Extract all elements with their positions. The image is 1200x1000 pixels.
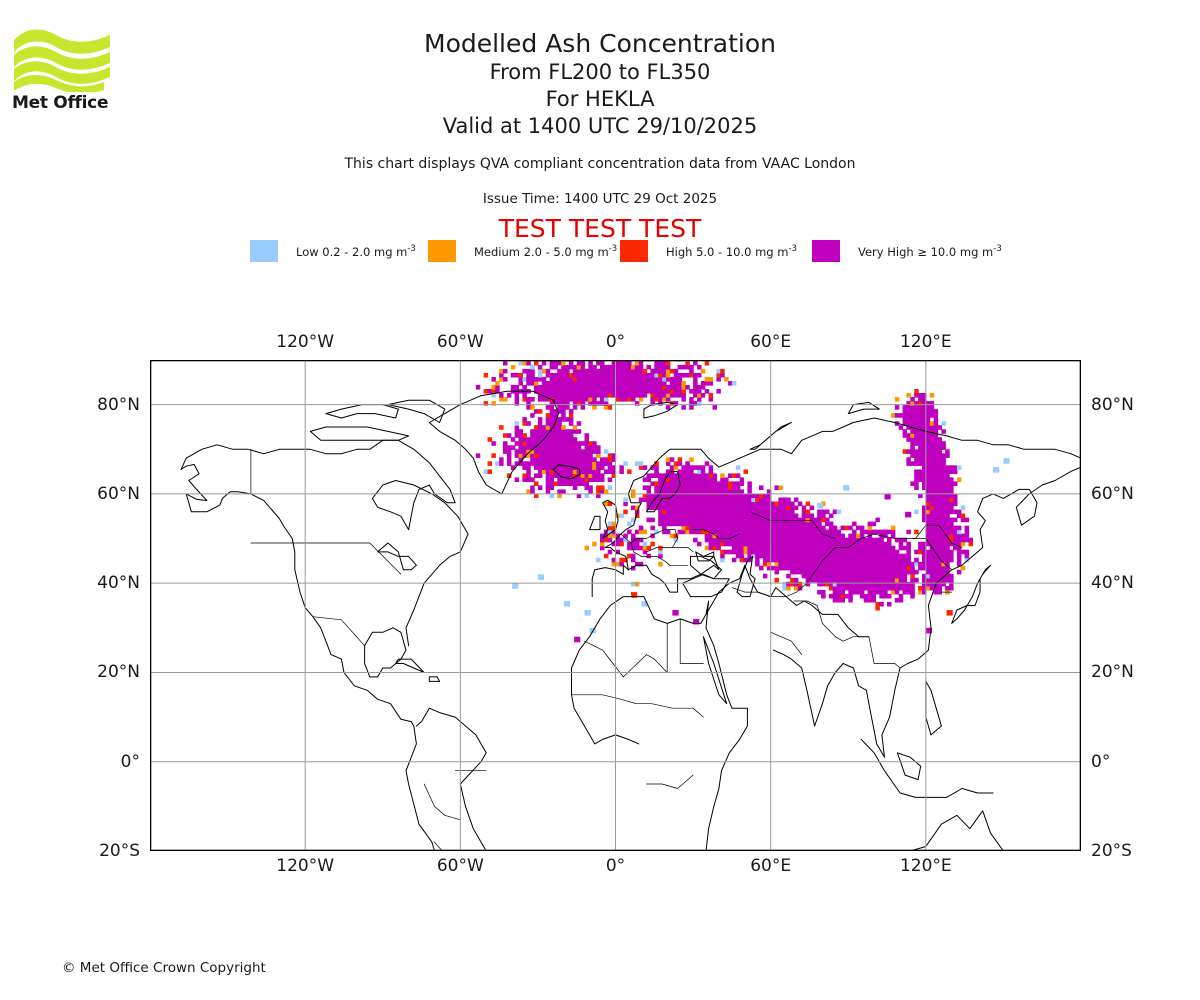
- axis-label-bottom-2: 0°: [605, 856, 626, 876]
- legend-swatch-high: [620, 240, 648, 262]
- legend-swatch-low: [250, 240, 278, 262]
- axis-label-top-2: 0°: [605, 332, 626, 352]
- page-title: Modelled Ash Concentration: [424, 29, 776, 58]
- map-canvas: [150, 360, 1081, 851]
- legend-swatch-medium: [428, 240, 456, 262]
- title-block: Modelled Ash Concentration From FL200 to…: [0, 28, 1200, 140]
- axis-label-left-5: 80°N: [97, 394, 140, 415]
- issue-time-text: Issue Time: 1400 UTC 29 Oct 2025: [482, 191, 718, 207]
- axis-label-bottom-4: 120°E: [899, 856, 952, 876]
- axis-label-bottom-1: 60°W: [436, 856, 484, 876]
- met-office-wave-icon: [14, 29, 110, 92]
- axis-label-bottom-0: 120°W: [276, 856, 335, 876]
- title-volcano: For HEKLA: [545, 87, 655, 111]
- title-flight-levels: From FL200 to FL350: [489, 60, 711, 84]
- axis-label-top-3: 60°E: [750, 332, 792, 352]
- axis-label-right-5: 80°N: [1091, 394, 1134, 415]
- met-office-wordmark: Met Office: [12, 93, 109, 113]
- legend-item-medium: Medium 2.0 - 5.0 mg m-3: [428, 240, 617, 262]
- axis-label-right-4: 60°N: [1091, 483, 1134, 504]
- axis-label-left-2: 20°N: [97, 662, 140, 683]
- title-valid-time: Valid at 1400 UTC 29/10/2025: [442, 114, 758, 138]
- test-banner: TEST TEST TEST: [498, 214, 702, 243]
- axis-label-left-3: 40°N: [97, 573, 140, 594]
- legend-label-very-high: Very High ≥ 10.0 mg m-3: [858, 243, 1002, 259]
- copyright-text: © Met Office Crown Copyright: [62, 960, 266, 976]
- legend-item-low: Low 0.2 - 2.0 mg m-3: [250, 240, 416, 262]
- legend-label-high: High 5.0 - 10.0 mg m-3: [666, 243, 797, 259]
- axis-label-left-0: 20°S: [99, 841, 140, 861]
- axis-label-top-1: 60°W: [436, 332, 484, 352]
- axis-label-left-1: 0°: [120, 751, 140, 772]
- map-frame: [150, 360, 1081, 851]
- legend-swatch-very-high: [812, 240, 840, 262]
- concentration-legend: Low 0.2 - 2.0 mg m-3 Medium 2.0 - 5.0 mg…: [0, 240, 1200, 264]
- axis-label-right-0: 20°S: [1091, 841, 1132, 861]
- legend-label-medium: Medium 2.0 - 5.0 mg m-3: [474, 243, 618, 259]
- legend-item-high: High 5.0 - 10.0 mg m-3: [620, 240, 797, 262]
- coastline-layer: [180, 390, 1081, 851]
- legend-label-low: Low 0.2 - 2.0 mg m-3: [296, 243, 416, 259]
- axis-label-left-4: 60°N: [97, 483, 140, 504]
- ash-plume-layer: [475, 360, 1010, 643]
- axis-label-bottom-3: 60°E: [750, 856, 792, 876]
- met-office-logo: Met Office: [12, 26, 112, 114]
- axis-label-top-4: 120°E: [899, 332, 952, 352]
- axis-label-right-1: 0°: [1091, 751, 1111, 772]
- legend-item-very-high: Very High ≥ 10.0 mg m-3: [812, 240, 1002, 262]
- disclaimer-text: This chart displays QVA compliant concen…: [344, 156, 856, 172]
- ash-concentration-map: [150, 360, 1081, 851]
- axis-label-right-3: 40°N: [1091, 573, 1134, 594]
- axis-label-top-0: 120°W: [276, 332, 335, 352]
- axis-label-right-2: 20°N: [1091, 662, 1134, 683]
- graticule-layer: [150, 360, 1081, 851]
